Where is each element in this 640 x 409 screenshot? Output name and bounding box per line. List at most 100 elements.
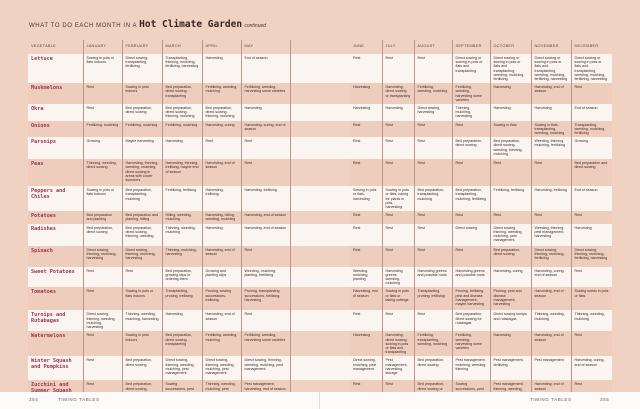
month-task-cell: Bed preparation and planting [82,211,122,224]
vegetable-name: Parsnips [28,137,83,160]
month-task-cell: Thinning, weeding, mulching [570,310,612,332]
month-task-cell: Rest [451,120,490,138]
month-task-cell: Fertilizing, weeding, mulching [201,331,241,357]
month-task-cell: Fertilizing, trellising [161,186,202,212]
month-task-cell: Sowing in pots indoors [121,83,162,105]
month-task-cell: Direct sowing or sowing in pots or flats… [570,54,612,84]
month-task-cell: Direct sowing, thinning, weeding, mulchi… [489,223,531,246]
month-task-cell: Harvesting, curing [489,266,531,288]
month-task-cell: Harvesting, curing, end of season [530,266,571,288]
table-row: Radishes Bed preparation, direct sowing Be… [28,223,612,246]
month-task-cell: Bed preparation, direct sowing, thinning… [121,223,162,246]
month-task-cell: Fertilizing, mulching [121,120,162,138]
vegetable-name: Okra [28,104,83,121]
vegetable-name: Onions [28,120,83,138]
month-task-cell: Harvesting, thinning, weeding, mulching,… [121,159,162,187]
month-task-cell: Thinning, weeding, direct sowing [82,159,122,187]
month-task-cell: Thinning, weeding, mulching [161,223,202,246]
month-task-cell: Rest [413,137,452,160]
month-task-cell: Harvesting [161,310,202,332]
column-header-february: FEBRUARY [121,40,162,54]
month-task-cell: Rest [570,83,612,105]
month-task-cell: Rest [350,223,382,246]
month-task-cell: Sowing in pots or flats, caring for plan… [381,186,414,212]
month-task-cell: Harvesting [530,104,571,121]
month-task-cell: Bed preparation, transplanting, mulching [121,186,162,212]
vegetable-name: Potatoes [28,211,83,224]
month-task-cell: Harvesting, hilling, weeding, mulching [201,211,241,224]
table-row: Turnips and Rutabagas Direct sowing, thin… [28,310,612,332]
page-spine [319,392,320,409]
table-row: Peas Thinning, weeding, direct sowing Harv… [28,159,612,187]
month-task-cell: Harvesting, direct sowing or transplanti… [381,83,414,105]
month-task-cell: Bed preparation and direct sowing [570,159,612,187]
column-header-july: JULY [381,40,414,54]
month-task-cell: Rest [381,223,414,246]
month-task-cell: Rest [570,211,612,224]
gutter [289,356,350,381]
month-task-cell: Bed preparation, direct sowing [121,104,162,121]
month-task-cell: Rest [350,245,382,267]
month-task-cell: Rest [240,310,290,332]
monthly-tasks-table: VEGETABLE JANUARY FEBRUARY MARCH APRIL MAY JUN… [28,40,612,406]
month-task-cell: Rest [381,120,414,138]
title-suffix: continued [244,23,267,29]
month-task-cell: Rest [240,245,290,267]
month-task-cell: Direct sowing, thinning, mulching, harve… [121,245,162,267]
month-task-cell: Harvesting, end of season [530,83,571,105]
table-row: Winter Squash and Pumpkins Rest Bed prepar… [28,356,612,381]
month-task-cell: Rest [489,211,531,224]
title-prefix: WHAT TO DO EACH MONTH IN A [29,23,137,29]
month-task-cell: Weeding, thinning, mulching, fertilizing [530,137,571,160]
month-task-cell: Direct sowing, thinning, weeding, mulchi… [82,310,122,332]
table-row: Okra Rest Bed preparation, direct sowing Be… [28,104,612,121]
month-task-cell: Pest management, harvesting, storage [381,356,414,381]
gutter [289,211,350,224]
month-task-cell: Rest [82,266,122,288]
month-task-cell: Growing [82,137,122,160]
month-task-cell: Thinning, mulching, harvesting [451,104,490,121]
month-task-cell: Growing and planting slips [201,266,241,288]
gutter [289,331,350,357]
month-task-cell: Rest [413,54,452,84]
month-task-cell: Fertilizing, weeding, harvesting some va… [240,331,290,357]
month-task-cell: Weeding, mulching, planting, fertilizing [240,266,290,288]
month-task-cell: Direct sowing, mulching, pest management [350,356,382,381]
month-task-cell: Fertilizing, weeding, harvesting some va… [451,331,490,357]
gutter [289,223,350,246]
column-header-january: JANUARY [82,40,122,54]
footer-label-right: TIMING TABLES [530,397,572,402]
page-number-left: 354 [29,397,39,402]
month-task-cell: Direct sowing, thinning, weeding, mulchi… [201,356,241,381]
month-task-cell: Rest [413,223,452,246]
month-task-cell: Rest [350,120,382,138]
page-title: WHAT TO DO EACH MONTH IN A Hot Climate G… [29,19,266,30]
month-task-cell: Harvesting [201,54,241,84]
month-task-cell: End of season [240,54,290,84]
month-task-cell: Bed preparation, direct sowing [413,356,452,381]
month-task-cell: Bed preparation, growing slips or orderi… [161,266,202,288]
month-task-cell: Bed preparation, direct sowing, transpla… [161,83,202,105]
month-task-cell: Bed preparation, direct sowing [82,223,122,246]
column-header-november: NOVEMBER [530,40,571,54]
month-task-cell: Fertilizing, weeding, harvesting some va… [451,83,490,105]
column-header-march: MARCH [161,40,202,54]
month-task-cell: Bed preparation, direct sowing, thinning… [161,104,202,121]
table-row: Parsnips Growing Maybe harvesting Harvestin… [28,137,612,160]
month-task-cell: Rest [350,159,382,187]
month-task-cell: Rest [350,211,382,224]
gutter [289,40,350,54]
gutter [289,310,350,332]
month-task-cell: Pest management [530,356,571,381]
vegetable-name: Watermelons [28,331,83,357]
month-task-cell: Fertilizing, trellising [489,186,531,212]
month-task-cell: Bed preparation, direct sowing, transpla… [161,331,202,357]
vegetable-name: Turnips and Rutabagas [28,310,83,332]
month-task-cell: Harvesting [489,331,531,357]
month-task-cell: Harvesting [350,83,382,105]
month-task-cell: Weeding, mulching, planting [350,266,382,288]
table-row: Potatoes Bed preparation and planting Bed … [28,211,612,224]
month-task-cell: Direct sowing, thinning, mulching, ferti… [570,245,612,267]
gutter [289,245,350,267]
month-task-cell: Direct sowing turnips and rutabagas [489,310,531,332]
